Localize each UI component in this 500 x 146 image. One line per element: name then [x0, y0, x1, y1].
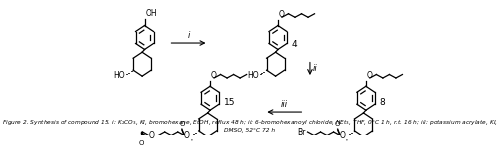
Text: iii: iii	[281, 100, 288, 109]
Text: O: O	[335, 121, 340, 127]
Text: '': ''	[346, 138, 348, 143]
Text: 4: 4	[292, 40, 297, 49]
Text: ii: ii	[313, 64, 318, 73]
Text: O: O	[138, 140, 144, 146]
Text: O: O	[184, 131, 190, 140]
Text: i: i	[188, 31, 190, 40]
Text: 15: 15	[224, 98, 235, 107]
Text: OH: OH	[146, 9, 157, 18]
Text: O: O	[211, 71, 216, 80]
Text: HO: HO	[114, 71, 125, 80]
Text: HO: HO	[247, 71, 258, 80]
Text: O: O	[179, 121, 184, 127]
Text: 8: 8	[380, 98, 385, 107]
Text: O: O	[340, 131, 345, 140]
Text: '': ''	[190, 138, 193, 143]
Text: O: O	[148, 131, 154, 140]
Text: Br: Br	[298, 127, 306, 137]
Text: Figure 2. Synthesis of compound 15. i: K$_2$CO$_3$, KI, bromohexane, EtOH, reflu: Figure 2. Synthesis of compound 15. i: K…	[2, 118, 498, 133]
Text: O: O	[366, 71, 372, 80]
Text: O: O	[279, 10, 284, 19]
